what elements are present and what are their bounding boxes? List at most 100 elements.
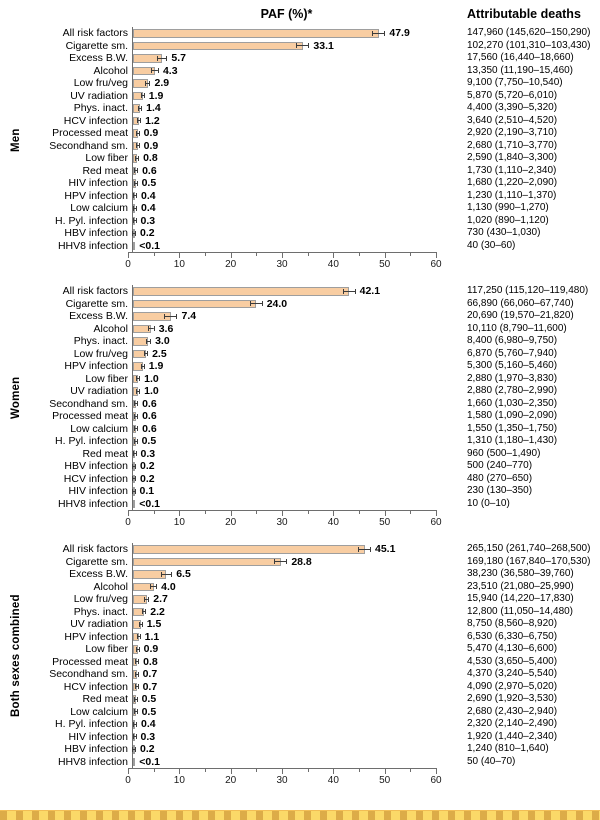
- x-axis-tick: [153, 511, 155, 514]
- chart-row: All risk factors 47.9 147,960 (145,620–1…: [0, 27, 600, 40]
- attributable-deaths-value: 1,020 (890–1,120): [467, 214, 549, 226]
- x-axis-tick-label: 40: [327, 259, 339, 270]
- paf-value-label: 3.6: [158, 322, 174, 335]
- risk-factor-label: HIV infection: [68, 730, 128, 743]
- risk-factor-label: Low calcium: [70, 422, 128, 435]
- x-axis-tick-label: 20: [225, 775, 237, 786]
- chart-row: HHV8 infection <0.1 40 (30–60): [0, 239, 600, 252]
- chart-row: Red meat 0.6 1,730 (1,110–2,340): [0, 164, 600, 177]
- paf-value-label: 2.7: [153, 593, 168, 605]
- bar-plot-cell: 0.3: [132, 214, 441, 227]
- risk-factor-label: Cigarette sm.: [65, 555, 128, 568]
- risk-factor-label: Red meat: [82, 447, 128, 460]
- attributable-deaths-value: 2,680 (1,710–3,770): [467, 139, 558, 151]
- risk-factor-label: All risk factors: [62, 285, 128, 297]
- error-bar: [136, 376, 141, 382]
- risk-factor-label: Cigarette sm.: [65, 297, 128, 310]
- chart-row: Excess B.W. 7.4 20,690 (19,570–21,820): [0, 310, 600, 323]
- error-bar: [132, 476, 137, 482]
- attributable-deaths-value: 1,310 (1,180–1,430): [467, 435, 558, 446]
- attributable-deaths-value: 3,640 (2,510–4,520): [467, 114, 558, 126]
- error-bar: [132, 230, 137, 236]
- risk-factor-label: Low calcium: [70, 705, 128, 718]
- bar-plot-cell: 0.1: [131, 485, 441, 498]
- x-axis-tick-label: 0: [125, 259, 131, 270]
- attributable-deaths-value: 4,090 (2,970–5,020): [467, 680, 558, 692]
- chart-row: HIV infection 0.3 1,920 (1,440–2,340): [0, 730, 600, 743]
- error-bar: [296, 43, 310, 49]
- x-axis-tick: [179, 511, 181, 516]
- paf-value-label: 3.0: [155, 335, 170, 347]
- bar-plot-cell: 0.8: [132, 152, 441, 165]
- error-bar: [135, 659, 140, 665]
- risk-factor-label: Cigarette sm.: [65, 39, 128, 52]
- attributable-deaths-value: 230 (130–350): [467, 485, 533, 496]
- error-bar: [132, 218, 137, 224]
- risk-factor-label: Processed meat: [52, 127, 128, 139]
- bar-plot-cell: 4.3: [132, 64, 441, 77]
- risk-factor-label: Alcohol: [93, 580, 128, 593]
- error-bar: [132, 734, 137, 740]
- risk-factor-label: Excess B.W.: [69, 568, 128, 580]
- bar-plot-cell: 2.2: [132, 605, 441, 618]
- x-axis-tick: [410, 253, 412, 256]
- attributable-deaths-value: 9,100 (7,750–10,540): [467, 77, 563, 88]
- chart-row: HCV infection 0.7 4,090 (2,970–5,020): [0, 680, 600, 693]
- bar-plot-cell: 42.1: [132, 285, 441, 298]
- chart-row: Low fiber 0.9 5,470 (4,130–6,600): [0, 643, 600, 656]
- chart-row: All risk factors 45.1 265,150 (261,740–2…: [0, 543, 600, 556]
- paf-value-label: <0.1: [139, 239, 161, 252]
- risk-factor-label: Excess B.W.: [69, 52, 128, 64]
- attributable-deaths-value: 1,920 (1,440–2,340): [467, 730, 558, 742]
- x-axis-tick: [307, 253, 309, 256]
- x-axis-tick-label: 40: [327, 517, 339, 528]
- attributable-deaths-value: 1,130 (990–1,270): [467, 202, 549, 213]
- chart-row: HBV infection 0.2 1,240 (810–1,640): [0, 743, 600, 756]
- bar-plot-cell: 4.0: [132, 580, 441, 593]
- attributable-deaths-value: 730 (430–1,030): [467, 227, 541, 238]
- x-axis-tick: [282, 769, 283, 774]
- bar-plot-cell: 0.3: [132, 730, 441, 743]
- paf-bar: [133, 545, 365, 554]
- paf-value-label: 0.6: [142, 410, 157, 422]
- error-bar: [132, 463, 137, 469]
- x-axis-tick: [436, 769, 437, 774]
- chart-row: Low fru/veg 2.5 6,870 (5,760–7,940): [0, 347, 600, 360]
- error-bar: [142, 609, 147, 615]
- x-axis-tick: [333, 253, 335, 258]
- error-bar: [145, 338, 152, 344]
- x-axis-tick-label: 10: [173, 775, 185, 786]
- error-bar: [143, 351, 149, 357]
- chart-row: Red meat 0.3 960 (500–1,490): [0, 447, 600, 460]
- x-axis-tick: [410, 511, 412, 514]
- bar-plot-cell: 0.6: [132, 410, 441, 423]
- paf-value-label: 1.4: [146, 102, 161, 114]
- paf-value-label: 0.2: [140, 743, 155, 755]
- paf-value-label: 2.2: [150, 605, 165, 618]
- error-bar: [135, 155, 140, 161]
- risk-factor-label: HCV infection: [63, 472, 128, 485]
- paf-value-label: 1.0: [144, 372, 159, 385]
- cut-off-highlighted-caption: [0, 810, 600, 820]
- error-bar: [358, 546, 371, 552]
- attributable-deaths-value: 8,400 (6,980–9,750): [467, 335, 558, 346]
- bar-plot-cell: 1.9: [132, 89, 441, 102]
- bar-plot-cell: 24.0: [132, 297, 441, 310]
- chart-row: HBV infection 0.2 500 (240–770): [0, 460, 600, 473]
- paf-value-label: 1.1: [144, 630, 160, 643]
- chart-row: All risk factors 42.1 117,250 (115,120–1…: [0, 285, 600, 298]
- risk-factor-label: Processed meat: [52, 410, 128, 422]
- risk-factor-label: HPV infection: [64, 189, 128, 202]
- attributable-deaths-value: 5,470 (4,130–6,600): [467, 643, 558, 654]
- chart-row: Phys. inact. 1.4 4,400 (3,390–5,320): [0, 102, 600, 115]
- chart-panel-women: Women All risk factors 42.1 117,250 (115…: [0, 285, 600, 532]
- risk-factor-label: H. Pyl. infection: [55, 718, 128, 730]
- chart-row: Cigarette sm. 28.8 169,180 (167,840–170,…: [0, 555, 600, 568]
- chart-row: Low fru/veg 2.9 9,100 (7,750–10,540): [0, 77, 600, 90]
- x-axis-tick-label: 50: [379, 259, 391, 270]
- error-bar: [157, 55, 168, 61]
- paf-value-label: 0.7: [142, 680, 158, 693]
- chart-row: Excess B.W. 6.5 38,230 (36,580–39,760): [0, 568, 600, 581]
- chart-row: Low calcium 0.6 1,550 (1,350–1,750): [0, 422, 600, 435]
- bar-plot-cell: 28.8: [132, 555, 441, 568]
